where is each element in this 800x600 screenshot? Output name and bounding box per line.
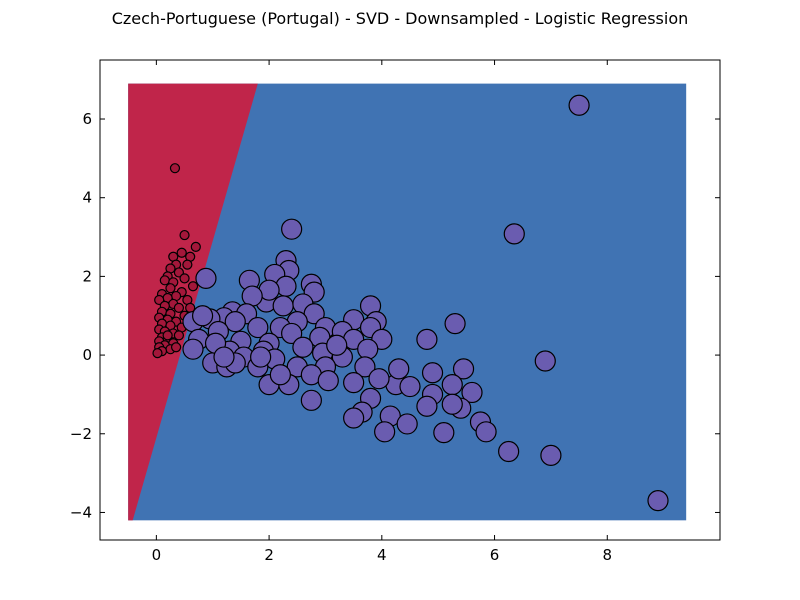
data-point: [433, 421, 455, 444]
data-point: [540, 444, 562, 467]
data-point: [498, 440, 520, 463]
y-tick-label: −4: [70, 503, 92, 521]
data-point: [152, 348, 163, 359]
y-tick-label: 4: [82, 189, 92, 207]
x-tick-label: 0: [152, 546, 162, 564]
axis-ticks: [100, 60, 720, 540]
data-point: [396, 413, 418, 435]
chart-title: Czech-Portuguese (Portugal) - SVD - Down…: [111, 9, 689, 28]
data-point: [444, 313, 466, 335]
data-point: [281, 322, 303, 345]
data-point: [182, 338, 204, 360]
data-point: [317, 370, 339, 392]
data-point: [187, 281, 199, 292]
data-point: [224, 311, 246, 333]
data-point: [176, 247, 187, 258]
y-tick-label: 2: [82, 267, 92, 285]
x-tick-label: 2: [264, 546, 274, 564]
data-point: [647, 490, 669, 512]
data-points: [152, 94, 669, 512]
data-point: [534, 350, 556, 372]
data-point: [441, 373, 463, 396]
data-point: [503, 223, 525, 245]
data-point: [213, 346, 235, 368]
data-point: [169, 163, 181, 174]
x-tick-label: 4: [377, 546, 387, 564]
data-point: [190, 241, 201, 252]
data-point: [416, 395, 438, 417]
data-point: [388, 358, 410, 380]
data-point: [374, 421, 396, 443]
data-point: [461, 381, 483, 404]
data-point: [368, 368, 390, 390]
data-point: [421, 362, 444, 384]
data-point: [162, 330, 173, 341]
data-point: [182, 259, 193, 270]
region-class-a: [128, 83, 258, 521]
data-point: [300, 389, 322, 411]
y-tick-label: 6: [82, 110, 92, 128]
data-point: [343, 407, 365, 429]
data-point: [441, 393, 463, 415]
data-point: [292, 336, 314, 358]
y-tick-label: 0: [82, 346, 92, 364]
data-point: [173, 330, 185, 341]
data-point: [191, 305, 214, 327]
data-point: [269, 364, 291, 386]
data-point: [250, 346, 272, 368]
data-point: [416, 328, 438, 350]
data-point: [241, 285, 263, 307]
data-point: [475, 421, 497, 443]
data-point: [179, 229, 190, 241]
data-point: [326, 334, 348, 356]
data-point: [343, 372, 365, 394]
data-point: [195, 267, 217, 289]
x-tick-label: 6: [490, 546, 500, 564]
y-tick-label: −2: [70, 425, 92, 443]
data-point: [354, 356, 376, 378]
data-point: [281, 218, 303, 240]
data-point: [173, 302, 185, 313]
data-point: [170, 342, 182, 353]
data-point: [247, 316, 269, 339]
data-point: [159, 275, 170, 286]
data-point: [568, 94, 590, 116]
plot-frame: [99, 59, 721, 541]
data-point: [272, 295, 294, 317]
data-point: [179, 273, 190, 284]
data-point: [452, 358, 475, 380]
data-point: [165, 283, 176, 294]
decision-regions: [128, 83, 687, 521]
data-point: [399, 375, 421, 398]
x-tick-label: 8: [602, 546, 612, 564]
axis-tick-labels: 0 2 4 6 8 −4 −2 0 2 4 6: [70, 110, 612, 564]
data-point: [357, 338, 379, 360]
